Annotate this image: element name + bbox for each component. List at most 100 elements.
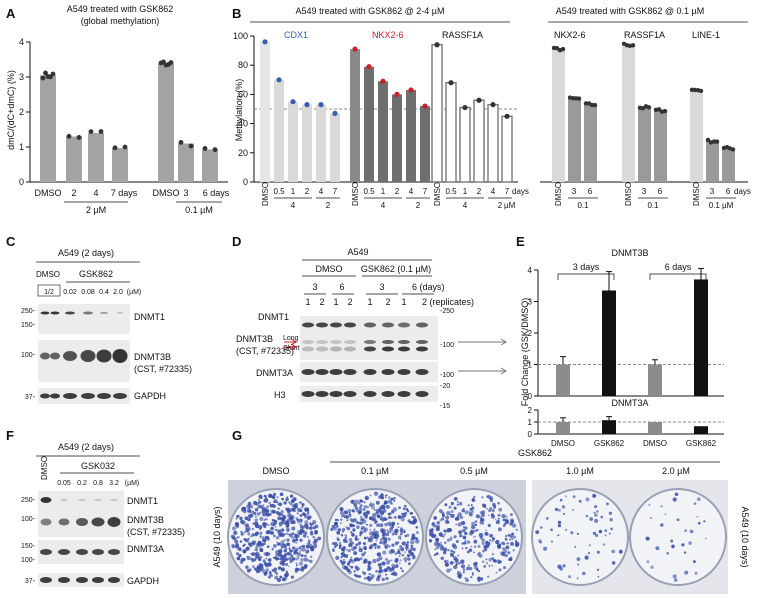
panel-g-colony bbox=[346, 568, 350, 572]
panel-b-dot-left bbox=[504, 113, 510, 119]
panel-g-colony bbox=[286, 532, 289, 535]
panel-d-band-dnmt3b-short bbox=[364, 346, 376, 352]
panel-g-colony bbox=[257, 498, 260, 501]
panel-b-xlabel-time: 0.5 bbox=[445, 187, 457, 196]
panel-g-colony bbox=[495, 539, 500, 545]
panel-g-colony bbox=[503, 566, 506, 570]
panel-g-colony bbox=[477, 579, 481, 582]
panel-a-dot bbox=[66, 133, 72, 139]
panel-g-colony bbox=[354, 552, 357, 555]
panel-g-colony bbox=[515, 528, 518, 531]
panel-g-colony bbox=[376, 545, 381, 549]
panel-g-colony bbox=[504, 554, 508, 558]
panel-g-colony bbox=[514, 542, 520, 548]
panel-g-colony bbox=[291, 520, 296, 525]
panel-f-mw-37: 37- bbox=[25, 578, 36, 585]
panel-g-colony bbox=[670, 539, 674, 543]
panel-g-colony bbox=[245, 527, 248, 530]
panel-b-xlabel-right-conc: 0.1 bbox=[577, 201, 589, 210]
panel-g-colony bbox=[342, 561, 345, 563]
panel-g-colony bbox=[377, 563, 381, 567]
panel-b-bars bbox=[260, 39, 736, 183]
panel-d-long: Long bbox=[283, 335, 299, 342]
panel-g-colony bbox=[280, 540, 285, 545]
panel-g-colony bbox=[344, 510, 347, 514]
panel-g-colony bbox=[235, 517, 238, 520]
panel-b-dot-right bbox=[630, 43, 636, 48]
panel-b-dot-left bbox=[422, 103, 428, 109]
panel-g-well bbox=[531, 488, 629, 586]
panel-g-colony bbox=[398, 515, 401, 518]
panel-g-colony bbox=[261, 509, 266, 513]
panel-g-colony bbox=[243, 531, 246, 534]
panel-g-colony bbox=[405, 508, 409, 511]
panel-g-colony bbox=[390, 559, 393, 562]
panel-b-dot-left bbox=[332, 110, 338, 116]
panel-g-colony bbox=[459, 576, 462, 579]
panel-g-colony bbox=[444, 562, 449, 567]
panel-b-bar-right bbox=[584, 104, 597, 182]
panel-g-colony bbox=[466, 550, 470, 554]
panel-g-colony bbox=[363, 527, 368, 532]
panel-d-day-6b: 6 (days) bbox=[412, 282, 445, 292]
panel-g-colony bbox=[572, 508, 575, 511]
panel-f-band-dnmt3a bbox=[108, 549, 120, 555]
panel-b-gene-cdx1: CDX1 bbox=[284, 30, 308, 40]
panel-b-xlabel-conc-2: 2 bbox=[416, 201, 421, 210]
panel-b-bar-left bbox=[378, 81, 388, 182]
panel-g-colony bbox=[290, 549, 294, 553]
panel-g-colony bbox=[309, 559, 313, 564]
panel-g-colony bbox=[477, 576, 481, 580]
panel-d-drug: GSK862 (0.1 µM) bbox=[361, 264, 431, 274]
panel-g-colony bbox=[383, 517, 387, 521]
panel-g-colony bbox=[266, 545, 270, 548]
panel-g-colony bbox=[358, 546, 361, 548]
panel-d-mw-100a: -100 bbox=[440, 342, 454, 349]
panel-b-dot-right bbox=[714, 139, 720, 144]
panel-g-drug: GSK862 bbox=[518, 448, 552, 458]
panel-g-colony bbox=[562, 512, 566, 516]
panel-g-colony bbox=[471, 525, 476, 530]
panel-g-colony bbox=[317, 536, 322, 541]
panel-b-xlabel-time: 4 bbox=[491, 187, 496, 196]
panel-d-band-dnmt3a bbox=[381, 369, 395, 375]
panel-g-colony bbox=[230, 534, 235, 539]
panel-g-colony bbox=[473, 562, 478, 566]
panel-g-colony bbox=[383, 539, 388, 544]
panel-d-band-dnmt1 bbox=[398, 322, 410, 328]
panel-g-colony bbox=[589, 517, 593, 521]
panel-d-band-dnmt1 bbox=[416, 322, 428, 328]
panel-g-colony bbox=[386, 530, 390, 533]
panel-g-colony bbox=[399, 545, 403, 549]
panel-g-colony bbox=[273, 534, 276, 538]
panel-g-colony bbox=[510, 518, 514, 522]
panel-d-band-dnmt3a bbox=[329, 369, 343, 375]
panel-g-colony bbox=[356, 525, 360, 529]
panel-g-colony bbox=[239, 516, 243, 521]
panel-f-label-dnmt3b: DNMT3B bbox=[127, 515, 164, 525]
panel-d-band-dnmt3a bbox=[397, 369, 411, 375]
panel-g-colony bbox=[439, 519, 442, 522]
panel-g-colony bbox=[449, 568, 453, 571]
panel-g-colony bbox=[382, 534, 386, 538]
panel-g-colony bbox=[388, 550, 393, 555]
panel-g-colony bbox=[479, 577, 484, 581]
panel-g-colony bbox=[568, 575, 571, 579]
panel-c-band-dnmt3b bbox=[50, 352, 60, 360]
panel-d-band-dnmt3a bbox=[363, 369, 377, 375]
panel-b-xlabel-conc-2: 2 bbox=[498, 201, 503, 210]
panel-g-colony bbox=[334, 518, 338, 522]
panel-g-colony bbox=[471, 521, 476, 527]
panel-g-colony bbox=[380, 495, 383, 498]
panel-g-colony bbox=[366, 505, 369, 509]
panel-b-ylabel: Methylation (%) bbox=[234, 79, 244, 142]
panel-g-colony bbox=[345, 526, 347, 528]
panel-f-title: A549 (2 days) bbox=[58, 442, 114, 452]
panel-b-bar-left bbox=[302, 104, 312, 182]
panel-b-dot-left bbox=[434, 42, 440, 48]
panel-c-conc-3: 0.4 bbox=[99, 289, 109, 296]
panel-g-colony bbox=[404, 511, 408, 515]
panel-b-xlabel-time: 1 bbox=[381, 187, 386, 196]
panel-g-colony bbox=[487, 575, 490, 578]
panel-g-colony bbox=[271, 548, 274, 551]
